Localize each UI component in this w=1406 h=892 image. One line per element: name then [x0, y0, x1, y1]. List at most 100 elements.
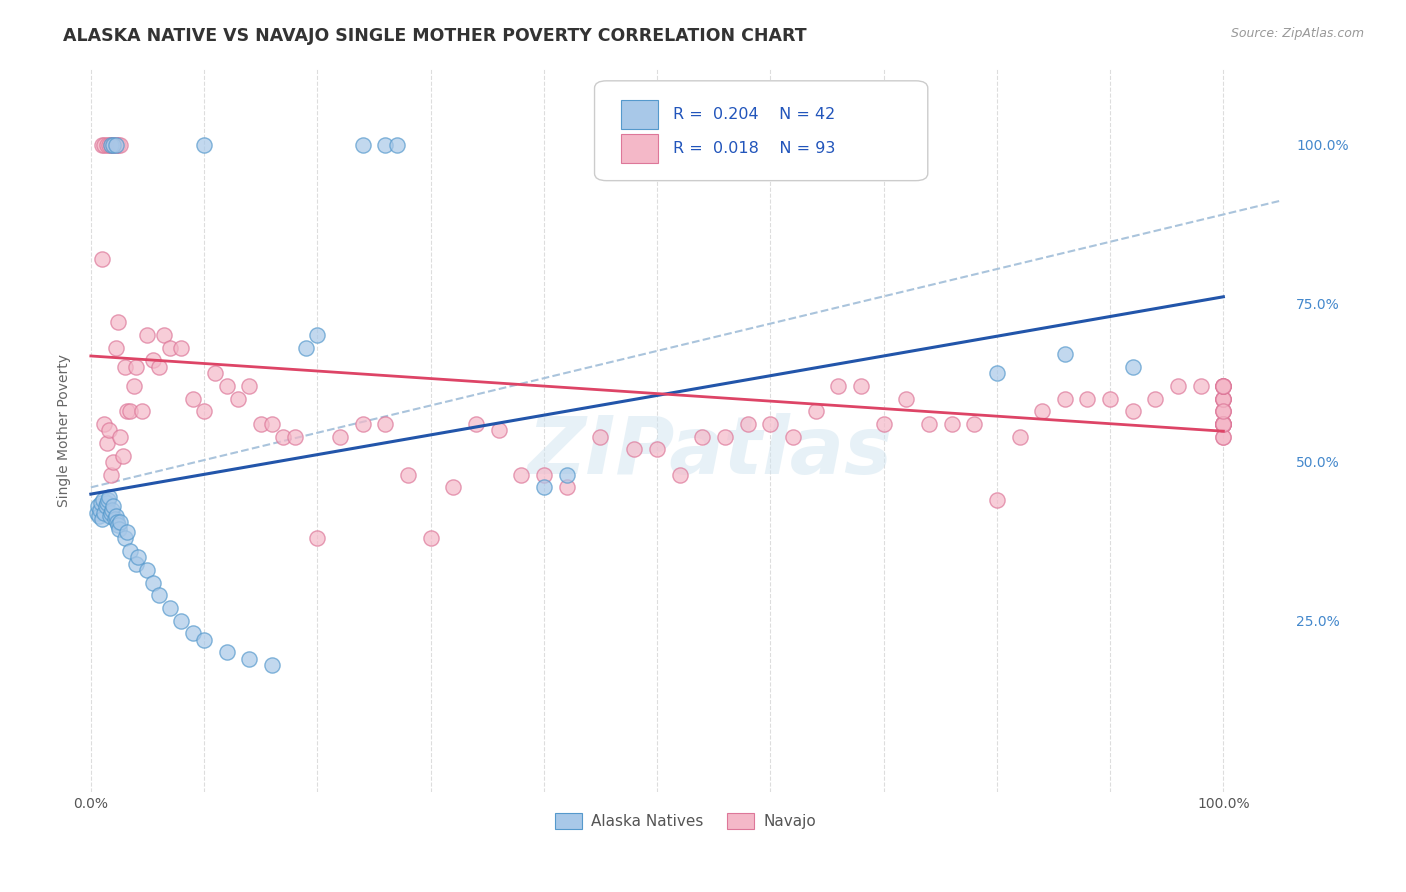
Point [759, 417, 782, 431]
Point [125, 557, 148, 571]
Point [555, 467, 578, 482]
Point [238, 651, 260, 665]
Point [284, 429, 307, 443]
Point [1053, 347, 1076, 361]
Point [396, 467, 419, 482]
Bar [621, 135, 658, 163]
Point [91, 252, 114, 266]
Point [352, 137, 374, 152]
Point [110, 429, 132, 443]
Point [1076, 392, 1098, 406]
Point [86, 500, 108, 514]
Point [97, 490, 120, 504]
Point [204, 366, 226, 380]
Point [1212, 417, 1234, 431]
Point [295, 341, 318, 355]
Point [159, 341, 181, 355]
Point [1122, 359, 1144, 374]
Point [1212, 429, 1234, 443]
Point [103, 455, 125, 469]
Point [153, 328, 176, 343]
Text: R =  0.204    N = 42: R = 0.204 N = 42 [673, 107, 835, 121]
Point [1167, 379, 1189, 393]
Point [510, 467, 533, 482]
Point [307, 531, 329, 545]
Point [260, 417, 283, 431]
Point [963, 417, 986, 431]
Point [90, 496, 112, 510]
Point [100, 467, 122, 482]
Point [93, 137, 115, 152]
Point [941, 417, 963, 431]
Point [238, 379, 260, 393]
Point [103, 137, 125, 152]
Point [555, 480, 578, 494]
Point [249, 417, 271, 431]
Point [1212, 379, 1234, 393]
Point [1008, 429, 1031, 443]
Point [1212, 379, 1234, 393]
Point [96, 137, 118, 152]
Point [193, 137, 215, 152]
Point [193, 404, 215, 418]
Point [827, 379, 849, 393]
Point [1144, 392, 1167, 406]
Point [1212, 392, 1234, 406]
Point [1212, 429, 1234, 443]
Point [782, 429, 804, 443]
Point [97, 493, 120, 508]
Point [131, 404, 153, 418]
Point [1212, 417, 1234, 431]
Y-axis label: Single Mother Poverty: Single Mother Poverty [58, 354, 72, 507]
Point [111, 449, 134, 463]
Point [107, 315, 129, 329]
Point [352, 417, 374, 431]
Point [533, 480, 555, 494]
Point [1099, 392, 1122, 406]
Point [122, 379, 145, 393]
Point [533, 467, 555, 482]
Point [623, 442, 645, 457]
Point [136, 563, 159, 577]
Point [104, 512, 127, 526]
Point [804, 404, 827, 418]
Point [1031, 404, 1053, 418]
Point [104, 508, 127, 523]
Point [89, 502, 111, 516]
Point [148, 588, 170, 602]
Point [114, 531, 136, 545]
Point [110, 137, 132, 152]
Point [120, 404, 142, 418]
Text: R =  0.018    N = 93: R = 0.018 N = 93 [673, 141, 835, 156]
Point [1212, 379, 1234, 393]
Point [104, 137, 127, 152]
Point [1212, 404, 1234, 418]
Point [986, 493, 1008, 508]
Point [107, 137, 129, 152]
Point [136, 328, 159, 343]
Point [849, 379, 872, 393]
Point [896, 392, 918, 406]
Point [488, 423, 510, 437]
Point [1212, 417, 1234, 431]
Point [142, 353, 165, 368]
Legend: Alaska Natives, Navajo: Alaska Natives, Navajo [548, 806, 823, 835]
Point [115, 524, 138, 539]
Point [170, 341, 193, 355]
Point [100, 506, 122, 520]
Point [986, 366, 1008, 380]
Point [692, 429, 714, 443]
Text: ZIPatlas: ZIPatlas [527, 413, 893, 491]
Point [125, 359, 148, 374]
Point [1122, 404, 1144, 418]
Point [1212, 417, 1234, 431]
Point [103, 137, 125, 152]
Point [127, 550, 149, 565]
Point [1189, 379, 1212, 393]
Point [193, 632, 215, 647]
Point [93, 506, 115, 520]
Point [86, 506, 108, 520]
Point [115, 404, 138, 418]
Point [1212, 379, 1234, 393]
Point [260, 658, 283, 673]
